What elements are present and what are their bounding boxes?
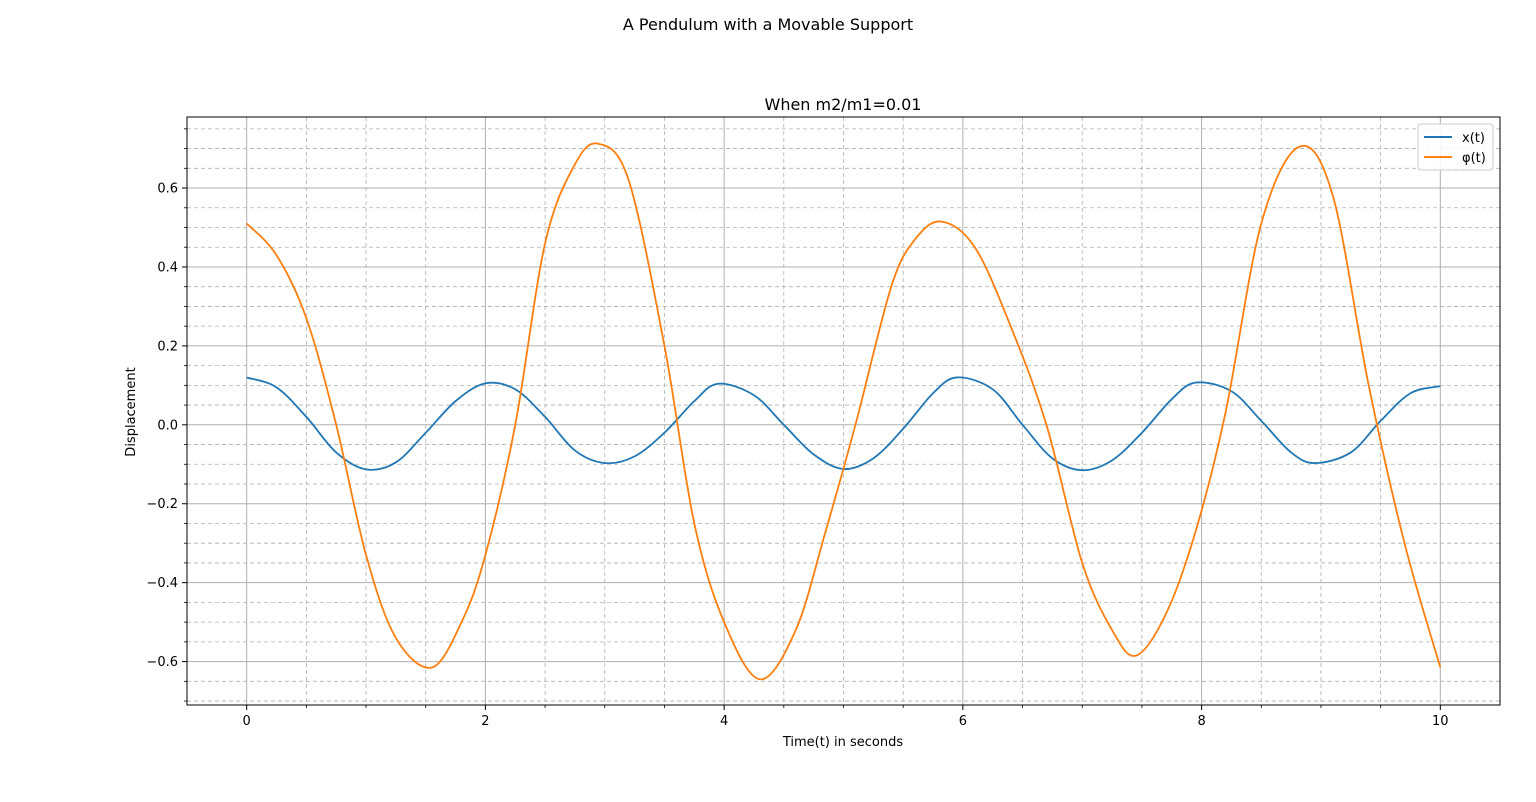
- x-tick-label: 6: [959, 714, 967, 729]
- series-line-phi: [246, 142, 1442, 681]
- x-tick-label: 10: [1432, 714, 1449, 729]
- major-grid: [187, 117, 1500, 705]
- plot-area: 0 2 4 6 8 10 −0.6 −0.4 −0.2 0.0 0.2 0.4 0.6: [146, 116, 1501, 729]
- x-tick-label: 8: [1197, 714, 1205, 729]
- y-axis-label: Displacement: [124, 367, 139, 456]
- legend-label-x: x(t): [1462, 131, 1485, 146]
- series-layer: [246, 142, 1442, 681]
- ticks-layer: 0 2 4 6 8 10 −0.6 −0.4 −0.2 0.0 0.2 0.4 0.6: [146, 128, 1449, 729]
- y-tick-label: 0.4: [157, 260, 178, 275]
- legend-label-phi: φ(t): [1462, 151, 1486, 166]
- figure-suptitle: A Pendulum with a Movable Support: [623, 15, 913, 34]
- y-tick-label: −0.2: [146, 497, 178, 512]
- x-tick-label: 2: [481, 714, 489, 729]
- y-tick-label: −0.6: [146, 655, 178, 670]
- x-tick-label: 4: [720, 714, 728, 729]
- x-tick-label: 0: [243, 714, 251, 729]
- chart-title: When m2/m1=0.01: [765, 95, 922, 114]
- legend: x(t) φ(t): [1417, 123, 1494, 171]
- legend-box: [1417, 123, 1494, 171]
- y-tick-label: 0.2: [157, 339, 178, 354]
- y-tick-label: −0.4: [146, 576, 178, 591]
- y-tick-label: 0.6: [157, 182, 178, 197]
- x-axis-label: Time(t) in seconds: [782, 735, 904, 750]
- minor-grid: [187, 117, 1500, 705]
- y-tick-label: 0.0: [157, 418, 178, 433]
